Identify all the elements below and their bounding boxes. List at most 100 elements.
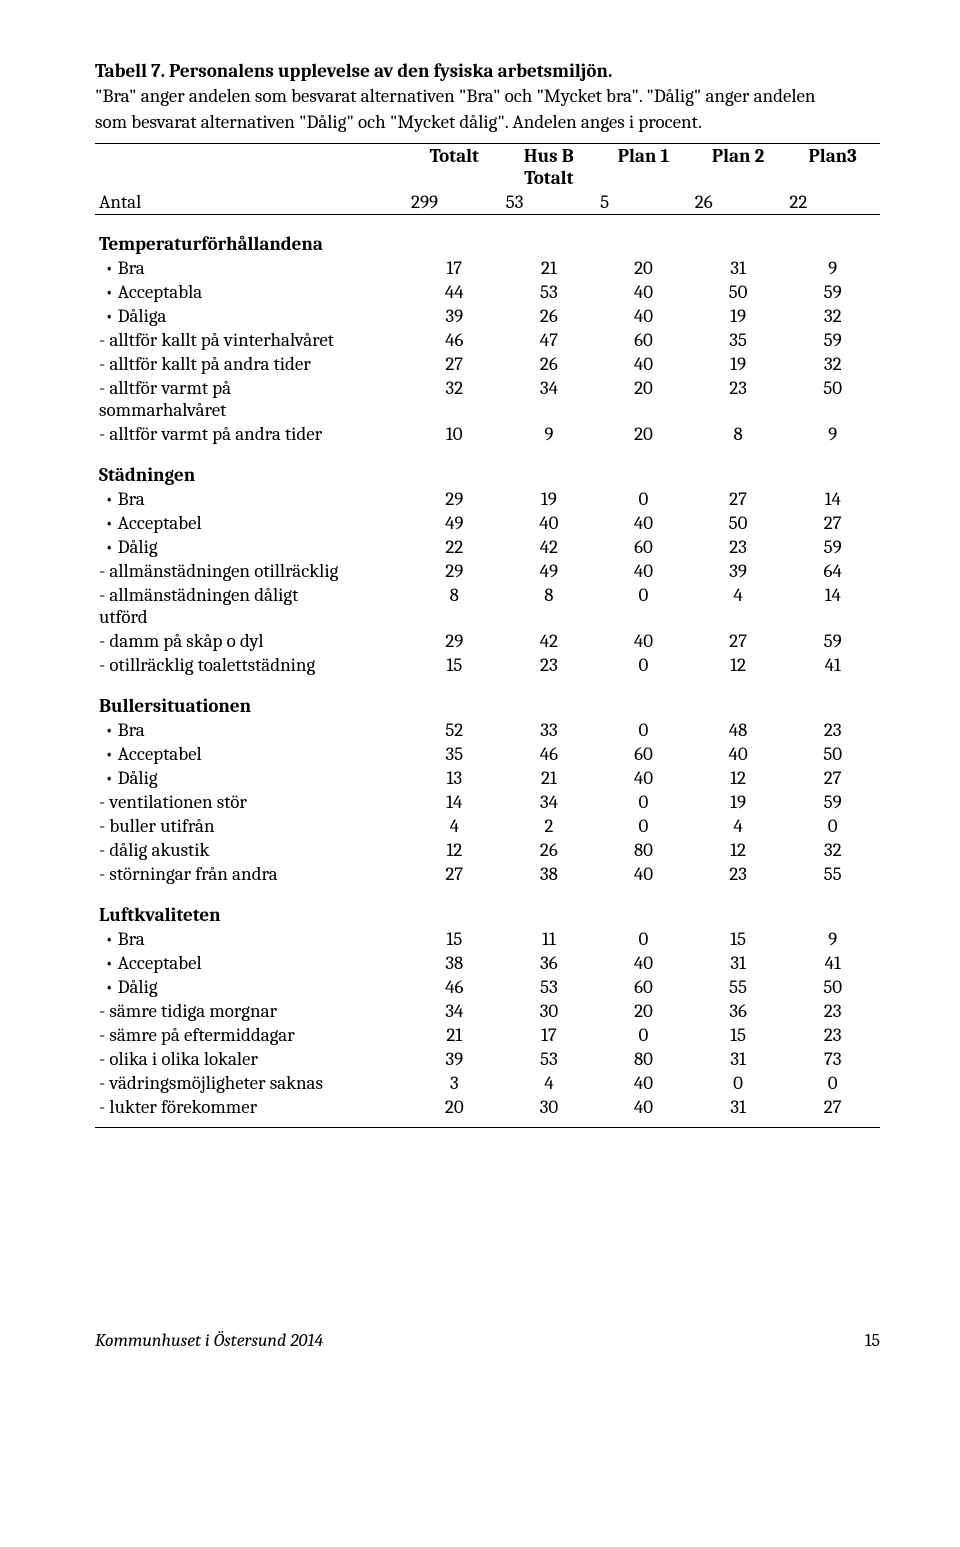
cell-value: 0 [785, 814, 880, 838]
cell-value: 8 [407, 583, 502, 629]
row-label: Dålig [95, 975, 407, 999]
cell-value: 31 [691, 1095, 786, 1119]
cell-value: 48 [691, 718, 786, 742]
cell-value: 27 [785, 766, 880, 790]
cell-value: 53 [502, 280, 597, 304]
cell-value: 53 [502, 975, 597, 999]
cell-value: 30 [502, 999, 597, 1023]
cell-value: 29 [407, 559, 502, 583]
cell-value: 40 [596, 629, 691, 653]
cell-value: 20 [596, 256, 691, 280]
cell-value: 40 [596, 1095, 691, 1119]
section-heading-blank [502, 446, 597, 487]
table-row: Dålig2242602359 [95, 535, 880, 559]
cell-value: 27 [785, 511, 880, 535]
cell-value: 42 [502, 629, 597, 653]
cell-value: 0 [596, 927, 691, 951]
row-label-text: Dålig [105, 536, 158, 558]
cell-value: 20 [596, 376, 691, 422]
cell-value: 32 [785, 838, 880, 862]
section-heading: Bullersituationen [95, 677, 407, 718]
document-page: Tabell 7. Personalens upplevelse av den … [0, 0, 960, 1391]
cell-value: 59 [785, 790, 880, 814]
col-header-plan1: Plan 1 [596, 144, 691, 191]
cell-value: 12 [691, 838, 786, 862]
cell-value: 27 [407, 862, 502, 886]
cell-value: 40 [691, 742, 786, 766]
cell-value: 32 [785, 352, 880, 376]
cell-value: 39 [407, 1047, 502, 1071]
table-row: - störningar från andra2738402355 [95, 862, 880, 886]
cell-value: 27 [691, 629, 786, 653]
bottom-rule [95, 1128, 880, 1131]
cell-value: 4 [691, 814, 786, 838]
row-label-text: Dålig [105, 767, 158, 789]
row-label: - lukter förekommer [95, 1095, 407, 1119]
cell-value: 55 [785, 862, 880, 886]
antal-label: Antal [95, 190, 407, 215]
row-label: - alltför kallt på andra tider [95, 352, 407, 376]
cell-value: 21 [502, 766, 597, 790]
cell-value: 50 [691, 280, 786, 304]
table-row: - sämre på eftermiddagar211701523 [95, 1023, 880, 1047]
row-label-text: Bra [105, 488, 145, 510]
cell-value: 27 [691, 487, 786, 511]
cell-value: 26 [502, 352, 597, 376]
cell-value: 42 [502, 535, 597, 559]
section-heading-blank [691, 215, 786, 257]
row-label: - allmänstädningen otillräcklig [95, 559, 407, 583]
header-blank [95, 144, 407, 191]
cell-value: 0 [596, 653, 691, 677]
cell-value: 36 [502, 951, 597, 975]
cell-value: 32 [785, 304, 880, 328]
row-label-text: Acceptabel [105, 512, 202, 534]
table-row: Bra172120319 [95, 256, 880, 280]
cell-value: 40 [596, 511, 691, 535]
cell-value: 46 [502, 742, 597, 766]
desc-line-1: "Bra" anger andelen som besvarat alterna… [95, 85, 816, 107]
section-heading-blank [596, 446, 691, 487]
row-label: Dålig [95, 766, 407, 790]
row-label: - alltför varmt påsommarhalvåret [95, 376, 407, 422]
cell-value: 27 [407, 352, 502, 376]
row-label: Acceptabel [95, 742, 407, 766]
col-header-husb: Hus B Totalt [502, 144, 597, 191]
cell-value: 40 [596, 352, 691, 376]
cell-value: 0 [596, 1023, 691, 1047]
cell-value: 35 [691, 328, 786, 352]
cell-value: 80 [596, 1047, 691, 1071]
cell-value: 59 [785, 328, 880, 352]
bottom-rule-cell [95, 1128, 880, 1131]
husb-line1: Hus B [524, 145, 574, 167]
table-row: Acceptabel3836403141 [95, 951, 880, 975]
cell-value: 8 [502, 583, 597, 629]
table-row: - buller utifrån42040 [95, 814, 880, 838]
table-row: - alltför varmt på andra tider1092089 [95, 422, 880, 446]
cell-value: 64 [785, 559, 880, 583]
cell-value: 14 [407, 790, 502, 814]
section-heading-blank [691, 677, 786, 718]
cell-value: 36 [691, 999, 786, 1023]
spacer-cell [95, 1119, 880, 1128]
row-label: - sämre på eftermiddagar [95, 1023, 407, 1047]
cell-value: 15 [407, 927, 502, 951]
section-heading-blank [691, 446, 786, 487]
cell-value: 53 [502, 1047, 597, 1071]
section-heading-blank [596, 886, 691, 927]
cell-value: 12 [691, 766, 786, 790]
cell-value: 9 [785, 256, 880, 280]
cell-value: 23 [785, 999, 880, 1023]
row-label: Acceptabla [95, 280, 407, 304]
table-row: - ventilationen stör143401959 [95, 790, 880, 814]
row-label: - ventilationen stör [95, 790, 407, 814]
cell-value: 34 [502, 376, 597, 422]
table-row: - vädringsmöjligheter saknas344000 [95, 1071, 880, 1095]
cell-value: 8 [691, 422, 786, 446]
table-row: - allmänstädningen otillräcklig294940396… [95, 559, 880, 583]
cell-value: 40 [596, 559, 691, 583]
cell-value: 21 [502, 256, 597, 280]
row-label-text: Acceptabel [105, 952, 202, 974]
cell-value: 14 [785, 583, 880, 629]
section-heading-blank [691, 886, 786, 927]
cell-value: 31 [691, 1047, 786, 1071]
